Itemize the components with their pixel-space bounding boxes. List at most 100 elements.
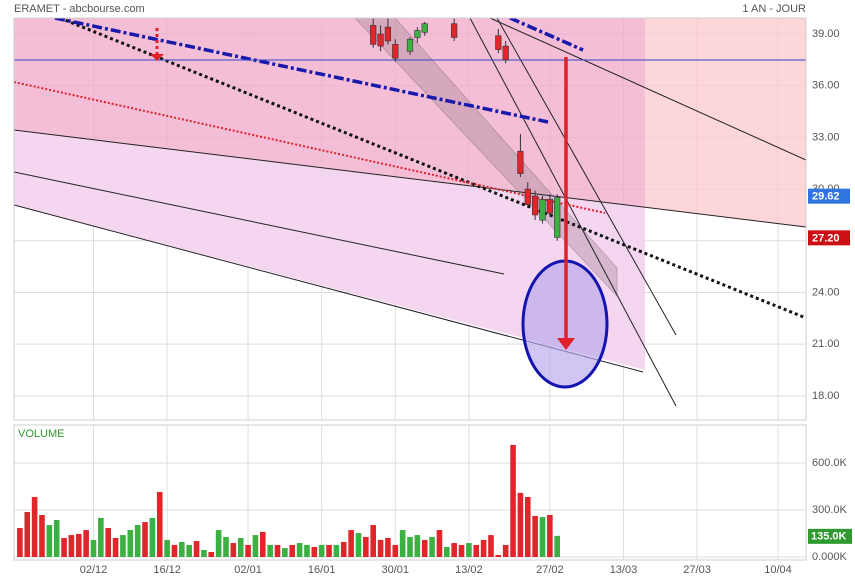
y-tick-label: 600.0K xyxy=(812,457,848,469)
x-tick-label: 02/01 xyxy=(234,564,262,576)
volume-bar xyxy=(473,544,480,557)
volume-bar xyxy=(223,536,229,557)
trendline xyxy=(14,129,806,228)
volume-bar xyxy=(539,517,546,557)
volume-bar xyxy=(171,544,178,557)
volume-bar xyxy=(444,546,450,557)
volume-bar xyxy=(363,536,369,557)
volume-bar xyxy=(495,554,502,557)
volume-bar xyxy=(458,544,465,557)
volume-bar xyxy=(436,530,443,557)
price-label: 29.62 xyxy=(812,191,840,203)
volume-bar xyxy=(252,535,259,557)
volume-bar xyxy=(421,539,428,557)
candle-body xyxy=(377,33,384,47)
trendline xyxy=(469,18,677,407)
y-tick-label: 24.00 xyxy=(812,286,840,298)
volume-bar xyxy=(377,539,384,557)
candle-body xyxy=(502,45,509,61)
volume-bar xyxy=(245,544,251,557)
volume-bar xyxy=(532,515,538,557)
volume-bar xyxy=(142,522,148,557)
candle-body xyxy=(539,199,546,221)
volume-bar xyxy=(296,543,303,557)
volume-label-box xyxy=(808,528,852,544)
volume-bar xyxy=(480,539,487,557)
volume-bar xyxy=(407,536,413,557)
volume-bar xyxy=(429,536,435,557)
y-tick-label: 39.00 xyxy=(812,28,840,40)
volume-title: VOLUME xyxy=(18,428,64,440)
price-label: 27.20 xyxy=(812,232,840,244)
zone xyxy=(14,130,645,370)
price-label-box xyxy=(808,230,850,246)
volume-bar xyxy=(215,530,222,557)
arrow-head xyxy=(557,338,575,350)
candle-body xyxy=(370,25,377,45)
volume-bar xyxy=(370,525,376,557)
volume-bar xyxy=(17,527,23,557)
volume-bar xyxy=(53,520,60,557)
y-tick-label: 300.0K xyxy=(812,504,848,516)
trendline xyxy=(489,18,806,161)
volume-bar xyxy=(267,544,273,557)
y-tick-label: 21.00 xyxy=(812,338,840,350)
volume-bar xyxy=(24,512,31,557)
volume-bar xyxy=(333,544,340,557)
volume-panel xyxy=(13,424,807,561)
volume-bar xyxy=(259,531,266,557)
volume-bar xyxy=(326,544,332,557)
volume-bar xyxy=(399,530,406,557)
volume-bar xyxy=(304,544,310,557)
annotations xyxy=(521,57,609,389)
volume-label: 135.0K xyxy=(811,531,847,543)
candle-body xyxy=(546,199,553,214)
trendline xyxy=(14,171,505,275)
volume-bar xyxy=(75,533,82,557)
volume-bar xyxy=(355,533,362,557)
candle-body xyxy=(554,197,561,238)
candle-body xyxy=(406,38,414,52)
volume-bar xyxy=(274,544,281,557)
volume-bar xyxy=(186,544,192,557)
volume-bar xyxy=(488,535,494,557)
volume-bar xyxy=(39,514,45,557)
candle-body xyxy=(421,23,428,33)
candle-body xyxy=(384,26,392,42)
volume-bar xyxy=(524,496,531,557)
volume-bar xyxy=(502,544,509,557)
x-tick-label: 13/02 xyxy=(455,564,483,576)
x-tick-label: 10/04 xyxy=(764,564,792,576)
x-tick-label: 02/12 xyxy=(80,564,108,576)
volume-bar xyxy=(193,541,200,557)
volume-bar xyxy=(230,543,237,557)
volume-bar xyxy=(201,549,207,557)
candle-body xyxy=(524,188,531,205)
volume-bar xyxy=(61,538,67,557)
volume-bar xyxy=(385,538,391,557)
zone xyxy=(645,18,806,227)
period: 1 AN - JOUR xyxy=(742,3,806,15)
candle-body xyxy=(495,35,502,50)
x-tick-label: 16/01 xyxy=(308,564,336,576)
candle-body xyxy=(532,195,539,216)
x-tick-label: 13/03 xyxy=(610,564,638,576)
volume-bar xyxy=(237,538,244,557)
y-tick-label: 33.00 xyxy=(812,131,840,143)
candle-body xyxy=(414,30,421,38)
volume-bar xyxy=(46,525,53,557)
volume-bar xyxy=(31,496,38,557)
volume-bar xyxy=(392,544,399,557)
volume-bar xyxy=(105,527,112,557)
candle-body xyxy=(392,44,399,59)
candle-body xyxy=(451,23,458,38)
volume-bar xyxy=(414,535,421,557)
volume-bar xyxy=(90,539,97,557)
x-tick-label: 27/03 xyxy=(683,564,711,576)
volume-bar xyxy=(134,525,141,557)
chart-title: ERAMET - abcbourse.com xyxy=(14,3,145,15)
x-tick-label: 16/12 xyxy=(153,564,181,576)
volume-bar xyxy=(156,491,163,557)
candle-body xyxy=(517,150,524,174)
